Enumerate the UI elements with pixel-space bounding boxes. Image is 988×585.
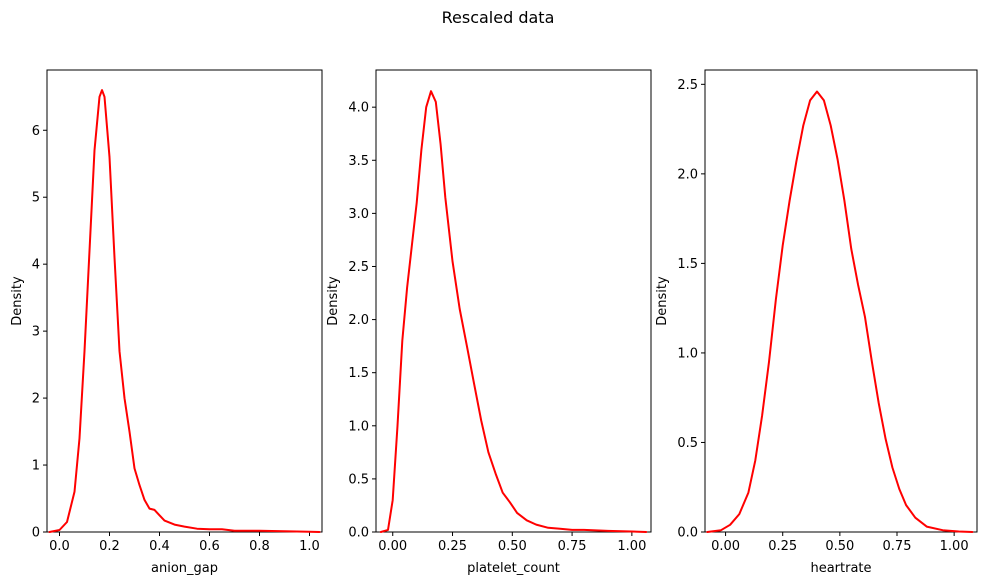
x-tick-label: 0.0 (49, 539, 70, 554)
x-tick-label: 0.50 (498, 539, 527, 554)
x-tick-label: 0.25 (438, 539, 467, 554)
x-tick-label: 1.00 (940, 539, 969, 554)
figure-suptitle: Rescaled data (442, 8, 555, 27)
axes-frame (375, 69, 652, 533)
y-tick-label: 3 (32, 325, 40, 340)
y-tick-label: 2 (32, 392, 40, 407)
y-tick-label: 4.0 (348, 101, 369, 116)
density-line (379, 90, 648, 533)
subplot-platelet-count: 0.00 0.25 0.50 0.75 1.00 0.0 0.5 1.0 1.5 2.0 2.5 3.… (326, 69, 652, 576)
y-axis-label: Density (10, 276, 25, 326)
y-axis-label: Density (326, 276, 341, 326)
axes-frame (46, 69, 323, 533)
density-line (48, 89, 321, 533)
y-tick-label: 0.5 (348, 472, 369, 487)
y-tick-label: 0.0 (677, 526, 698, 541)
x-tick-label: 0.6 (199, 539, 220, 554)
density-line (706, 90, 974, 533)
subplot-anion-gap: 0.0 0.2 0.4 0.6 0.8 1.0 0 1 2 3 4 5 6 anion_gap Densit… (10, 69, 323, 576)
y-tick-label: 2.5 (677, 78, 698, 93)
x-tick-label: 0.00 (711, 539, 740, 554)
x-tick-label: 0.8 (249, 539, 270, 554)
x-tick-label: 0.50 (825, 539, 854, 554)
y-tick-label: 0.5 (677, 436, 698, 451)
x-tick-label: 1.0 (299, 539, 320, 554)
y-tick-label: 2.0 (677, 167, 698, 182)
x-tick-label: 0.75 (558, 539, 587, 554)
y-tick-label: 6 (32, 124, 40, 139)
x-tick-label: 0.75 (883, 539, 912, 554)
y-tick-label: 2.0 (348, 313, 369, 328)
y-tick-label: 4 (32, 258, 40, 273)
y-tick-label: 1.0 (677, 346, 698, 361)
x-axis-label: heartrate (810, 561, 871, 576)
y-tick-label: 0 (32, 526, 40, 541)
y-tick-label: 2.5 (348, 260, 369, 275)
y-tick-label: 1.0 (348, 419, 369, 434)
x-tick-label: 0.4 (149, 539, 170, 554)
x-tick-label: 1.00 (617, 539, 646, 554)
y-tick-label: 1.5 (348, 366, 369, 381)
y-tick-label: 3.0 (348, 207, 369, 222)
x-tick-label: 0.25 (768, 539, 797, 554)
y-tick-label: 0.0 (348, 526, 369, 541)
y-tick-label: 5 (32, 191, 40, 206)
x-tick-label: 0.2 (99, 539, 120, 554)
y-tick-label: 1.5 (677, 257, 698, 272)
x-tick-label: 0.00 (378, 539, 407, 554)
x-axis-label: platelet_count (467, 561, 560, 576)
y-axis-label: Density (655, 276, 670, 326)
axes-frame (704, 69, 978, 533)
x-axis-label: anion_gap (151, 561, 218, 576)
y-tick-label: 3.5 (348, 154, 369, 169)
y-tick-label: 1 (32, 459, 40, 474)
subplot-heartrate: 0.00 0.25 0.50 0.75 1.00 0.0 0.5 1.0 1.5 2.0 2.5 he… (655, 69, 978, 576)
